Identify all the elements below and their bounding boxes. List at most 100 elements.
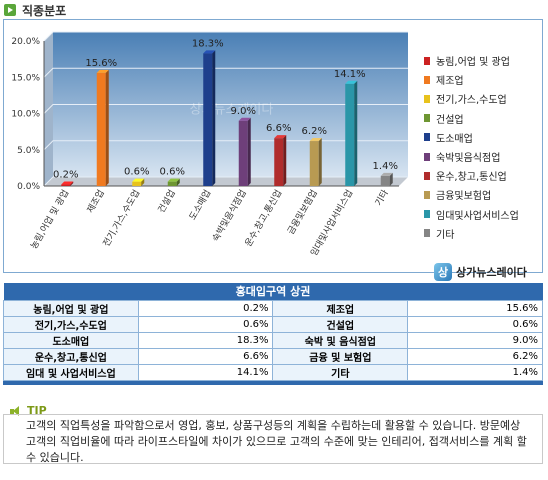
x-tick-label: 금융및보험업 xyxy=(285,188,320,237)
legend-label: 운수,창고,통신업 xyxy=(436,172,507,184)
gridline xyxy=(43,140,408,151)
table-row: 도소매업 18.3% 숙박 및 음식점업 9.0% xyxy=(3,331,543,349)
legend-swatch xyxy=(424,190,430,199)
bar xyxy=(167,181,177,186)
y-tick-label: 0.0% xyxy=(17,182,40,192)
bar-side xyxy=(176,178,180,186)
chart-panel: 0.0% 5.0% 10.0% 15.0% 20.0% 상가뉴스레이다 0.2% 농림,어업 … xyxy=(3,19,543,281)
y-tick-label: 20.0% xyxy=(11,37,40,47)
data-label: 0.2% xyxy=(53,170,78,181)
x-tick-label: 전기,가스,수도업 xyxy=(101,188,142,249)
bar-top xyxy=(274,135,287,139)
bar-top xyxy=(380,172,393,176)
row-label-cell: 전기,가스,수도업 xyxy=(3,315,139,333)
brand-name: 상가뉴스레이다 xyxy=(456,266,527,279)
data-label: 18.3% xyxy=(192,38,224,49)
x-tick-label: 기타 xyxy=(373,187,391,207)
bar xyxy=(238,120,248,186)
x-tick-label: 제조업 xyxy=(85,188,107,215)
row-label-cell: 기타 xyxy=(272,363,409,381)
brand-logo-icon: 상 xyxy=(434,263,452,281)
brand-logo-area: 상 상가뉴스레이다 xyxy=(434,263,527,281)
legend-item: 제조업 xyxy=(424,73,464,88)
arrow-bullet-icon xyxy=(4,4,16,16)
table-row: 전기,가스,수도업 0.6% 건설업 0.6% xyxy=(3,315,543,333)
bar-side xyxy=(212,50,216,187)
legend-item: 건설업 xyxy=(424,112,464,126)
stats-table: 홍대입구역 상권 농림,어업 및 광업 0.2% 제조업 15.6% 전기,가스,수도업… xyxy=(3,283,543,381)
gridline xyxy=(43,67,408,78)
row-value-cell: 0.6% xyxy=(137,315,274,333)
legend-label: 기타 xyxy=(436,229,455,241)
row-label-cell: 농림,어업 및 광업 xyxy=(3,299,139,317)
section-title: 직종분포 xyxy=(22,3,67,18)
stats-table-wrap: 홍대입구역 상권 농림,어업 및 광업 0.2% 제조업 15.6% 전기,가스,수도업… xyxy=(3,283,543,385)
data-label: 0.6% xyxy=(124,167,149,178)
x-tick-label: 숙박및음식점업 xyxy=(209,188,248,244)
table-row: 운수,창고,통신업 6.6% 금융 및 보험업 6.2% xyxy=(3,347,543,365)
bar xyxy=(61,184,71,186)
data-label: 6.6% xyxy=(266,123,291,134)
x-tick-label: 건설업 xyxy=(156,188,178,215)
bar-side xyxy=(105,69,109,186)
row-label-cell: 금융 및 보험업 xyxy=(272,347,409,365)
bar-top xyxy=(132,178,145,182)
bar-top xyxy=(309,138,322,142)
bar-side xyxy=(318,138,322,186)
legend-swatch xyxy=(424,152,430,161)
legend-label: 임대및사업서비스업 xyxy=(436,210,519,222)
row-value-cell: 9.0% xyxy=(407,331,543,349)
bar-side xyxy=(389,172,393,186)
row-value-cell: 6.2% xyxy=(407,347,543,365)
row-value-cell: 6.6% xyxy=(137,347,274,365)
legend-swatch xyxy=(424,56,430,65)
gridline xyxy=(43,31,408,42)
legend-label: 도소매업 xyxy=(436,133,473,145)
row-label-cell: 임대 및 사업서비스업 xyxy=(3,363,139,381)
legend-item: 전기,가스,수도업 xyxy=(424,92,507,107)
bar-chart: 0.0%5.0%10.0%15.0%20.0%상가뉴스레이다0.2%농림,어업 … xyxy=(11,31,408,258)
gridline xyxy=(43,176,408,187)
table-title: 홍대입구역 상권 xyxy=(3,283,543,300)
bar xyxy=(132,181,142,186)
x-tick-label: 운수,창고,통신업 xyxy=(243,188,284,249)
legend-swatch xyxy=(424,94,430,103)
row-value-cell: 0.2% xyxy=(137,299,274,317)
data-label: 14.1% xyxy=(334,69,366,80)
bar-top xyxy=(167,178,180,182)
legend-swatch xyxy=(424,210,430,219)
legend-label: 전기,가스,수도업 xyxy=(436,95,507,107)
table-bottom-bar xyxy=(3,380,543,385)
legend-swatch xyxy=(424,133,430,142)
row-value-cell: 15.6% xyxy=(407,299,543,317)
legend-item: 농림,어업 및 광업 xyxy=(424,54,510,68)
legend-label: 숙박및음식점업 xyxy=(436,153,501,164)
bar-side xyxy=(70,181,74,186)
data-label: 15.6% xyxy=(85,58,117,69)
row-value-cell: 0.6% xyxy=(407,315,543,333)
section-header: 직종분포 xyxy=(4,2,66,18)
bar-side xyxy=(354,80,358,186)
bar-side xyxy=(283,135,287,186)
speaker-icon xyxy=(10,405,24,416)
table-row: 농림,어업 및 광업 0.2% 제조업 15.6% xyxy=(3,299,543,317)
tip-box: 고객의 직업특성을 파악함으로서 영업, 홍보, 상품구성등의 계획을 수립하는… xyxy=(3,414,543,464)
legend-label: 건설업 xyxy=(436,114,464,126)
data-label: 9.0% xyxy=(231,106,256,117)
y-tick-label: 15.0% xyxy=(11,73,40,83)
bar xyxy=(96,72,106,186)
bar xyxy=(274,138,284,186)
legend-swatch xyxy=(424,229,430,238)
data-label: 6.2% xyxy=(302,126,327,137)
row-value-cell: 14.1% xyxy=(137,363,274,381)
legend-item: 기타 xyxy=(424,227,455,241)
legend-item: 운수,창고,통신업 xyxy=(424,169,507,184)
bar-side xyxy=(141,178,145,186)
row-label-cell: 제조업 xyxy=(272,299,409,317)
legend-label: 농림,어업 및 광업 xyxy=(436,57,510,68)
legend-label: 제조업 xyxy=(436,76,464,88)
x-tick-label: 농림,어업 및 광업 xyxy=(28,188,72,252)
bar-top xyxy=(345,80,358,84)
legend-item: 금융및보험업 xyxy=(424,188,491,202)
legend-item: 숙박및음식점업 xyxy=(424,150,501,164)
